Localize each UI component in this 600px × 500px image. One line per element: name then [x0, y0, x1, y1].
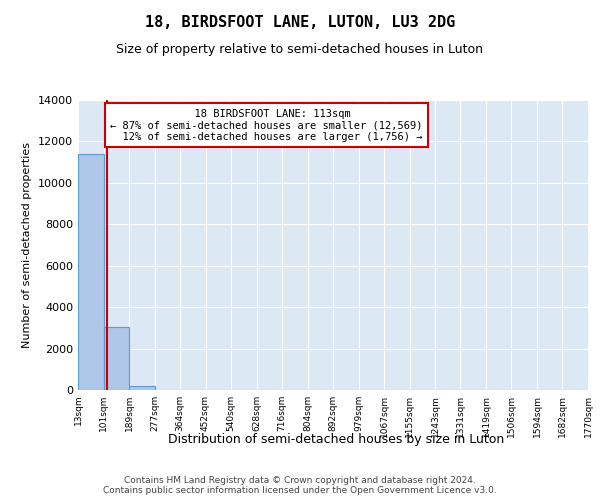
Text: 18, BIRDSFOOT LANE, LUTON, LU3 2DG: 18, BIRDSFOOT LANE, LUTON, LU3 2DG [145, 15, 455, 30]
Text: Contains HM Land Registry data © Crown copyright and database right 2024.
Contai: Contains HM Land Registry data © Crown c… [103, 476, 497, 495]
Bar [104, 327, 129, 390]
Y-axis label: Number of semi-detached properties: Number of semi-detached properties [22, 142, 32, 348]
Text: 18 BIRDSFOOT LANE: 113sqm
← 87% of semi-detached houses are smaller (12,569)
  1: 18 BIRDSFOOT LANE: 113sqm ← 87% of semi-… [110, 108, 423, 142]
Text: Distribution of semi-detached houses by size in Luton: Distribution of semi-detached houses by … [168, 432, 504, 446]
Text: Size of property relative to semi-detached houses in Luton: Size of property relative to semi-detach… [116, 42, 484, 56]
Bar [129, 386, 155, 390]
Bar [78, 154, 104, 390]
